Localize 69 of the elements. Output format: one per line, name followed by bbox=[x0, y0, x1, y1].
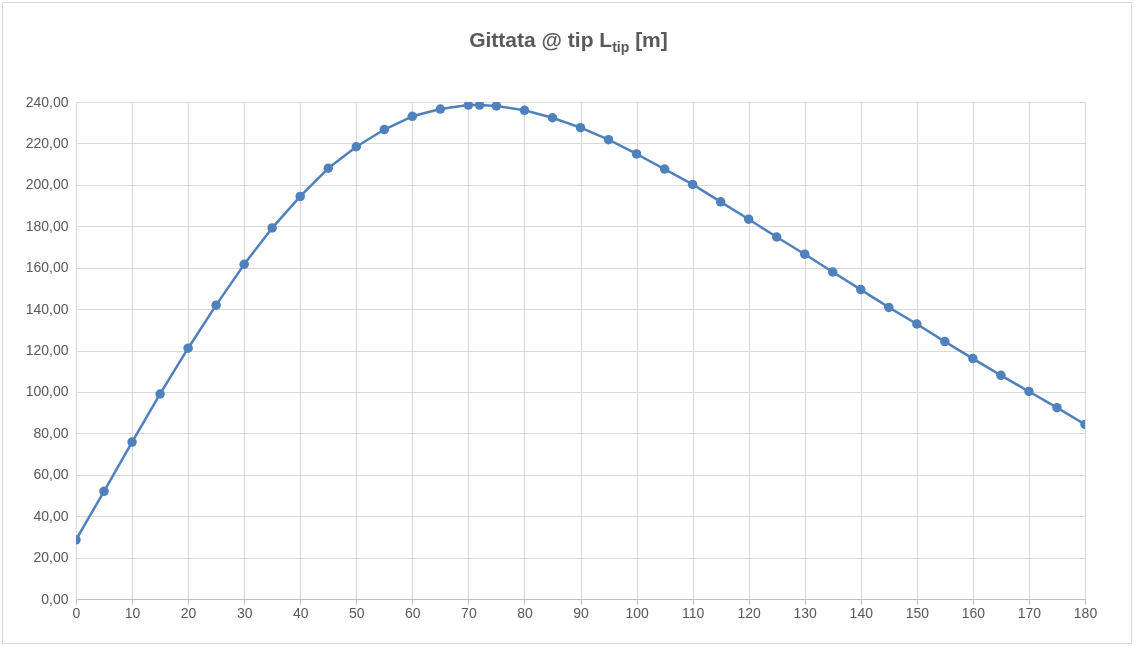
point bbox=[1024, 386, 1034, 397]
y-tick-label: 60,00 bbox=[33, 466, 69, 483]
point bbox=[519, 105, 530, 116]
x-tick-label: 120 bbox=[737, 604, 762, 621]
point bbox=[323, 163, 333, 173]
y-tick-label: 80,00 bbox=[33, 424, 69, 441]
x-tick-label: 70 bbox=[461, 604, 477, 621]
point bbox=[351, 142, 362, 152]
x-tick-label: 130 bbox=[793, 604, 818, 621]
y-tick-label: 20,00 bbox=[33, 549, 69, 566]
x-tick-label: 110 bbox=[681, 604, 705, 621]
point bbox=[435, 104, 446, 114]
y-tick-label: 0,00 bbox=[41, 590, 69, 607]
point bbox=[687, 179, 698, 190]
y-tick-label: 180,00 bbox=[25, 217, 69, 234]
point bbox=[547, 113, 558, 123]
point bbox=[884, 302, 894, 313]
point bbox=[799, 249, 810, 259]
y-tick-label: 220,00 bbox=[25, 134, 69, 151]
point bbox=[575, 122, 586, 133]
point bbox=[1052, 402, 1062, 413]
point bbox=[239, 259, 249, 270]
point bbox=[155, 389, 165, 399]
x-tick-label: 50 bbox=[348, 604, 365, 621]
point bbox=[407, 111, 418, 122]
point bbox=[715, 197, 726, 207]
point bbox=[912, 319, 922, 329]
x-tick-label: 140 bbox=[849, 604, 874, 621]
point bbox=[659, 164, 670, 174]
point bbox=[491, 102, 502, 111]
x-tick-label: 30 bbox=[236, 604, 253, 621]
point bbox=[940, 336, 950, 347]
x-tick-label: 90 bbox=[573, 604, 589, 621]
x-tick-label: 150 bbox=[905, 604, 930, 621]
y-tick-label: 240,00 bbox=[25, 93, 69, 110]
point bbox=[856, 284, 866, 295]
point bbox=[211, 300, 221, 310]
chart-title: Gittata @ tip L$_{tip}$ [m] bbox=[468, 28, 669, 56]
point bbox=[127, 437, 137, 447]
x-tick-label: 0 bbox=[72, 604, 81, 621]
point bbox=[474, 102, 485, 110]
x-tick-label: 100 bbox=[625, 604, 649, 621]
point bbox=[183, 343, 193, 353]
point bbox=[631, 149, 642, 159]
point bbox=[267, 223, 277, 233]
point bbox=[99, 486, 109, 497]
point bbox=[603, 134, 614, 145]
x-tick-label: 80 bbox=[517, 604, 533, 621]
x-tick-label: 10 bbox=[124, 604, 141, 621]
y-tick-label: 120,00 bbox=[25, 342, 69, 358]
y-tick-label: 40,00 bbox=[33, 507, 69, 524]
point bbox=[295, 191, 305, 202]
y-tick-label: 200,00 bbox=[25, 176, 69, 193]
y-tick-label: 100,00 bbox=[25, 383, 69, 400]
x-tick-label: 160 bbox=[961, 604, 986, 621]
x-tick-label: 180 bbox=[1073, 604, 1098, 621]
point bbox=[828, 267, 838, 277]
point bbox=[743, 214, 754, 224]
point bbox=[968, 353, 978, 364]
x-tick-label: 40 bbox=[292, 604, 309, 621]
y-tick-label: 140,00 bbox=[25, 300, 69, 317]
x-tick-label: 170 bbox=[1017, 604, 1042, 621]
point bbox=[463, 102, 474, 110]
y-tick-label: 160,00 bbox=[25, 259, 69, 276]
point bbox=[996, 370, 1006, 381]
x-tick-label: 60 bbox=[405, 604, 421, 621]
x-tick-label: 20 bbox=[180, 604, 197, 621]
point bbox=[379, 124, 390, 135]
point bbox=[771, 232, 782, 242]
